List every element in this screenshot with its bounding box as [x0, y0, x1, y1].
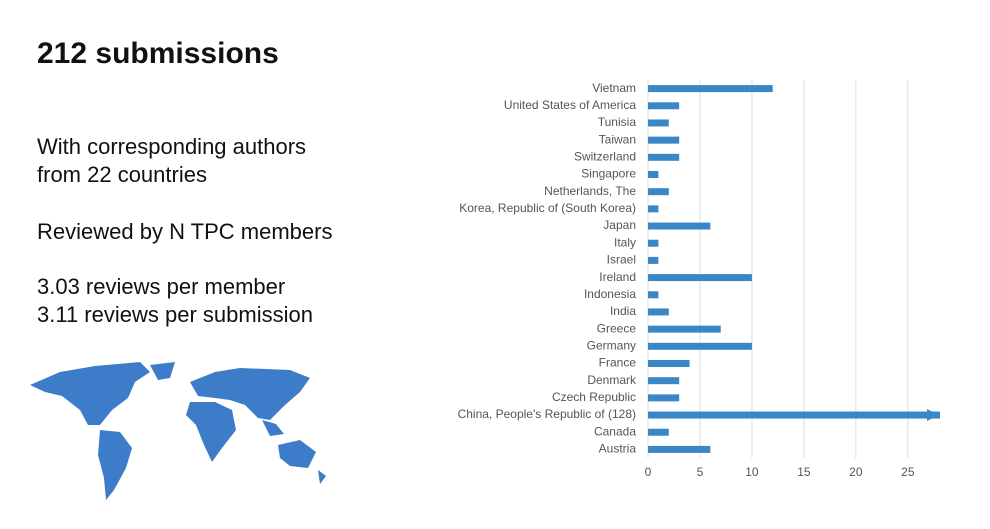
- y-tick-label: United States of America: [504, 98, 636, 112]
- world-map: [30, 362, 326, 500]
- y-tick-label: Netherlands, The: [544, 184, 636, 198]
- bar: [648, 153, 680, 161]
- y-tick-label: France: [599, 356, 637, 370]
- bar: [648, 445, 711, 453]
- body-text: Reviewed by N TPC members: [37, 219, 332, 244]
- y-tick-label: China, People's Republic of (128): [458, 407, 636, 421]
- x-tick-label: 15: [797, 465, 811, 479]
- overflow-arrow: [927, 409, 939, 422]
- y-tick-label: Japan: [603, 218, 636, 232]
- bars: [648, 85, 940, 453]
- y-tick-label: Tunisia: [598, 115, 637, 129]
- y-tick-label: Italy: [614, 235, 636, 249]
- y-tick-label: Indonesia: [584, 287, 636, 301]
- x-tick-label: 0: [645, 465, 652, 479]
- y-tick-label: Greece: [597, 321, 637, 335]
- y-tick-label: Czech Republic: [552, 390, 636, 404]
- y-tick-label: Austria: [599, 442, 637, 456]
- bar: [648, 188, 669, 196]
- x-tick-label: 20: [849, 465, 863, 479]
- y-tick-label: Germany: [587, 338, 636, 352]
- bar: [648, 411, 940, 419]
- body-text: 3.03 reviews per member: [37, 274, 285, 299]
- bar: [648, 136, 680, 144]
- bar: [648, 85, 773, 93]
- bar: [648, 308, 669, 316]
- x-tick-label: 25: [901, 465, 915, 479]
- bar: [648, 205, 659, 213]
- bar: [648, 342, 752, 350]
- body-text: With corresponding authors: [37, 134, 306, 159]
- bar: [648, 325, 721, 333]
- y-tick-label: Korea, Republic of (South Korea): [459, 201, 636, 215]
- y-tick-label: Vietnam: [592, 81, 636, 95]
- y-tick-label: Israel: [607, 253, 636, 267]
- x-tick-label: 10: [745, 465, 759, 479]
- y-tick-label: India: [610, 304, 636, 318]
- body-text: from 22 countries: [37, 162, 207, 187]
- bar: [648, 394, 680, 402]
- bar: [648, 256, 659, 264]
- y-tick-label: Canada: [594, 424, 636, 438]
- y-tick-label: Singapore: [581, 167, 636, 181]
- bar: [648, 428, 669, 436]
- bar: [648, 239, 659, 247]
- bar: [648, 291, 659, 299]
- y-tick-label: Denmark: [587, 373, 637, 387]
- bar: [648, 274, 752, 282]
- slide-title: 212 submissions: [37, 37, 279, 70]
- bar: [648, 222, 711, 230]
- bar: [648, 102, 680, 110]
- bar: [648, 360, 690, 367]
- bar: [648, 171, 659, 178]
- x-tick-label: 5: [697, 465, 704, 479]
- y-tick-label: Switzerland: [574, 149, 636, 163]
- body-text: 3.11 reviews per submission: [37, 302, 313, 327]
- bar: [648, 119, 669, 127]
- y-tick-label: Ireland: [599, 270, 636, 284]
- bar: [648, 377, 680, 385]
- y-tick-label: Taiwan: [599, 132, 636, 146]
